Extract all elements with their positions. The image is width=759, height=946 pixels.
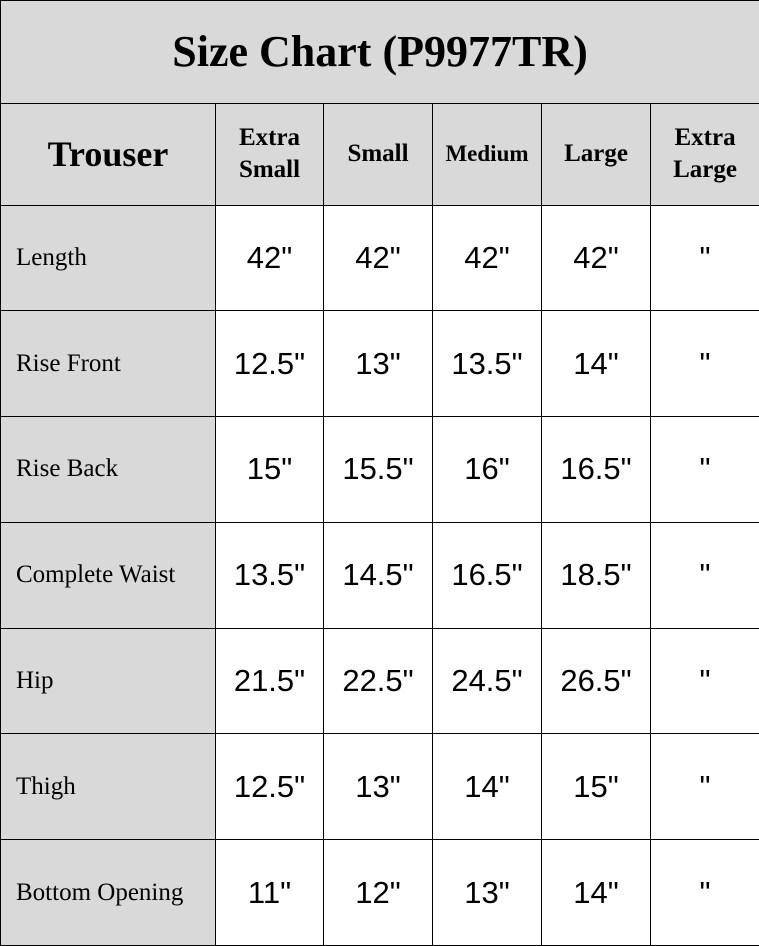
measurement-cell: " [649, 521, 759, 629]
header-row: Trouser Extra Small Small Medium Large Extra… [0, 102, 759, 206]
measurement-cell: 12.5" [215, 733, 324, 841]
measurement-cell: 14" [541, 839, 651, 946]
measurement-cell: 12.5" [215, 310, 324, 418]
table-row: Bottom Opening 11" 12" 13" 14" " [0, 839, 759, 946]
row-label: Length [0, 204, 216, 312]
measurement-cell: 16" [432, 416, 542, 523]
title-row: Size Chart (P9977TR) [0, 0, 759, 104]
measurement-cell: " [649, 310, 759, 418]
measurement-cell: 13" [323, 733, 433, 841]
measurement-cell: " [649, 733, 759, 841]
table-row: Rise Back 15" 15.5" 16" 16.5" " [0, 416, 759, 523]
header-size: Small [323, 102, 433, 206]
row-label: Bottom Opening [0, 839, 216, 946]
measurement-cell: 15.5" [323, 416, 433, 523]
table-row: Complete Waist 13.5" 14.5" 16.5" 18.5" " [0, 521, 759, 629]
measurement-cell: " [649, 839, 759, 946]
measurement-cell: 13.5" [215, 521, 324, 629]
table-row: Length 42" 42" 42" 42" " [0, 204, 759, 312]
measurement-cell: 42" [323, 204, 433, 312]
measurement-cell: 14.5" [323, 521, 433, 629]
header-size: Medium [432, 102, 542, 206]
measurement-cell: 22.5" [323, 627, 433, 735]
header-size: Large [541, 102, 651, 206]
measurement-cell: 16.5" [432, 521, 542, 629]
measurement-cell: 12" [323, 839, 433, 946]
measurement-cell: 11" [215, 839, 324, 946]
measurement-cell: 13" [323, 310, 433, 418]
measurement-cell: 14" [541, 310, 651, 418]
measurement-cell: 16.5" [541, 416, 651, 523]
measurement-cell: 21.5" [215, 627, 324, 735]
row-label: Complete Waist [0, 521, 216, 629]
table-row: Rise Front 12.5" 13" 13.5" 14" " [0, 310, 759, 418]
measurement-cell: 13.5" [432, 310, 542, 418]
measurement-cell: 42" [215, 204, 324, 312]
row-label: Rise Front [0, 310, 216, 418]
header-trouser: Trouser [0, 102, 216, 206]
header-size: Extra Large [649, 102, 759, 206]
measurement-cell: 18.5" [541, 521, 651, 629]
header-size: Extra Small [215, 102, 324, 206]
measurement-cell: 26.5" [541, 627, 651, 735]
measurement-cell: " [649, 627, 759, 735]
measurement-cell: 42" [541, 204, 651, 312]
table-row: Thigh 12.5" 13" 14" 15" " [0, 733, 759, 841]
measurement-cell: 42" [432, 204, 542, 312]
measurement-cell: " [649, 416, 759, 523]
measurement-cell: 15" [541, 733, 651, 841]
table-row: Hip 21.5" 22.5" 24.5" 26.5" " [0, 627, 759, 735]
measurement-cell: 24.5" [432, 627, 542, 735]
measurement-cell: 13" [432, 839, 542, 946]
row-label: Hip [0, 627, 216, 735]
row-label: Thigh [0, 733, 216, 841]
row-label: Rise Back [0, 416, 216, 523]
chart-title: Size Chart (P9977TR) [0, 0, 759, 104]
measurement-cell: 14" [432, 733, 542, 841]
measurement-cell: " [649, 204, 759, 312]
measurement-cell: 15" [215, 416, 324, 523]
